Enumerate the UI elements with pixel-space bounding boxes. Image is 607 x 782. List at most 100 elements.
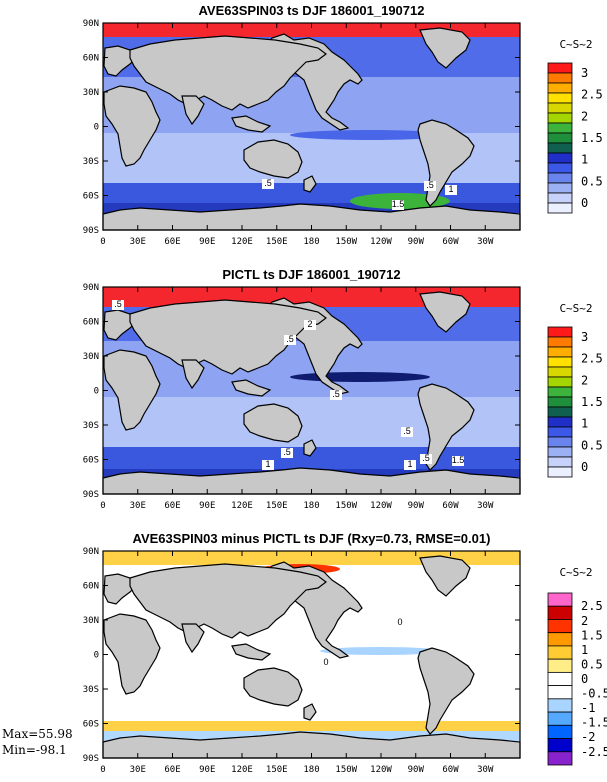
contour-label: .5 (422, 453, 430, 463)
contour-label: 1 (265, 459, 270, 469)
colorbar-box (547, 152, 573, 164)
contour-band (320, 647, 440, 655)
colorbar-box (547, 632, 573, 647)
contour-label: .5 (114, 299, 122, 309)
colorbar-units: C~S~2 (559, 38, 592, 51)
lat-tick-label: 90S (83, 490, 99, 500)
colorbar-box (547, 386, 573, 398)
colorbar-label: 0 (581, 672, 588, 686)
colorbar-label: -0.5 (581, 687, 607, 701)
colorbar-box (547, 426, 573, 438)
lat-tick-label: 30N (83, 88, 99, 98)
contour-label-bg (304, 320, 316, 330)
colorbar-box (547, 192, 573, 204)
colorbar-box (547, 711, 573, 726)
lon-tick-label: 30E (130, 237, 146, 247)
stat-min: Min=-98.1 (2, 743, 67, 757)
colorbar-box (547, 72, 573, 84)
colorbar-label: -1.5 (581, 716, 607, 730)
lon-tick-label: 150E (266, 501, 288, 511)
contour-label: .5 (283, 447, 291, 457)
colorbar-box (547, 751, 573, 766)
colorbar-label: -2 (581, 730, 595, 744)
lat-tick-label: 90S (83, 226, 99, 236)
map-panel-3: AVE63SPIN03 minus PICTL ts DJF (Rxy=0.73… (83, 531, 607, 775)
contour-label: 1.5 (452, 455, 465, 465)
colorbar-box (547, 619, 573, 634)
lat-tick-label: 60N (83, 318, 99, 328)
colorbar-box (547, 142, 573, 154)
lon-tick-label: 30E (130, 501, 146, 511)
contour-label-bg (112, 300, 124, 310)
colorbar-box (547, 62, 573, 74)
colorbar-box (547, 182, 573, 194)
colorbar-label: 1.5 (581, 131, 603, 145)
colorbar-label: 1 (581, 417, 588, 431)
colorbar-box (547, 406, 573, 418)
lon-tick-label: 60E (164, 237, 180, 247)
colorbar-label: 0 (581, 460, 588, 474)
colorbar-label: 1.5 (581, 395, 603, 409)
lon-tick-label: 90W (408, 765, 425, 775)
lon-tick-label: 30E (130, 765, 146, 775)
lon-tick-label: 180 (303, 765, 319, 775)
colorbar-box (547, 671, 573, 687)
lat-tick-label: 0 (94, 387, 99, 397)
lat-tick-label: 0 (94, 123, 99, 133)
lat-tick-label: 90N (83, 19, 99, 29)
lon-tick-label: 150W (335, 501, 357, 511)
contour-label: 0 (397, 617, 402, 627)
colorbar-label: 2.5 (581, 352, 603, 366)
contour-label-bg (404, 460, 416, 470)
lat-tick-label: 30S (83, 685, 99, 695)
lon-tick-label: 0 (100, 765, 105, 775)
lon-tick-label: 180 (303, 237, 319, 247)
colorbar-box (547, 698, 573, 713)
panel-title: PICTL ts DJF 186001_190712 (222, 267, 400, 282)
colorbar-box (547, 122, 573, 134)
colorbar-label: 0.5 (581, 174, 603, 188)
contour-label-bg (281, 448, 293, 458)
contour-label-bg (284, 335, 296, 345)
contour-label-bg (424, 181, 436, 191)
colorbar-box (547, 162, 573, 174)
colorbar-label: 0.5 (581, 657, 603, 671)
lon-tick-label: 90E (199, 765, 215, 775)
panel-title: AVE63SPIN03 minus PICTL ts DJF (Rxy=0.73… (133, 531, 491, 546)
lat-tick-label: 60S (83, 456, 99, 466)
lon-tick-label: 120W (370, 765, 392, 775)
colorbar-label: 3 (581, 330, 588, 344)
colorbar-box (547, 102, 573, 114)
lon-tick-label: 120W (370, 501, 392, 511)
stat-max: Max=55.98 (2, 727, 73, 741)
colorbar-label: 2.5 (581, 88, 603, 102)
map-panel-1: AVE63SPIN03 ts DJF 186001_19071290N60N30… (83, 3, 603, 247)
colorbar-box (547, 172, 573, 184)
colorbar-label: 2.5 (581, 599, 603, 613)
map-panel-2: PICTL ts DJF 186001_190712 90N 60N 30N 0 30S 6… (83, 267, 603, 511)
contour-label: .5 (403, 426, 411, 436)
lat-tick-label: 60S (83, 720, 99, 730)
contour-label: 0 (323, 657, 328, 667)
lon-tick-label: 180 (303, 501, 319, 511)
colorbar-box (547, 456, 573, 468)
lat-tick-label: 60S (83, 192, 99, 202)
lat-tick-label: 0 (94, 651, 99, 661)
colorbar-box (547, 336, 573, 348)
contour-band (290, 372, 430, 382)
colorbar-box (547, 592, 573, 607)
colorbar-box (547, 326, 573, 338)
lat-tick-label: 60N (83, 54, 99, 64)
colorbar-label: 0.5 (581, 438, 603, 452)
lon-tick-label: 0 (100, 501, 105, 511)
colorbar-label: 2 (581, 373, 588, 387)
colorbar-box (547, 466, 573, 478)
lon-tick-label: 60E (164, 501, 180, 511)
contour-label: .5 (286, 334, 294, 344)
colorbar-box (547, 738, 573, 753)
colorbar-box (547, 645, 573, 660)
colorbar-label: 3 (581, 66, 588, 80)
panel-title: AVE63SPIN03 ts DJF 186001_190712 (199, 3, 425, 18)
lon-tick-label: 90W (408, 237, 425, 247)
contour-label-bg (392, 200, 404, 210)
